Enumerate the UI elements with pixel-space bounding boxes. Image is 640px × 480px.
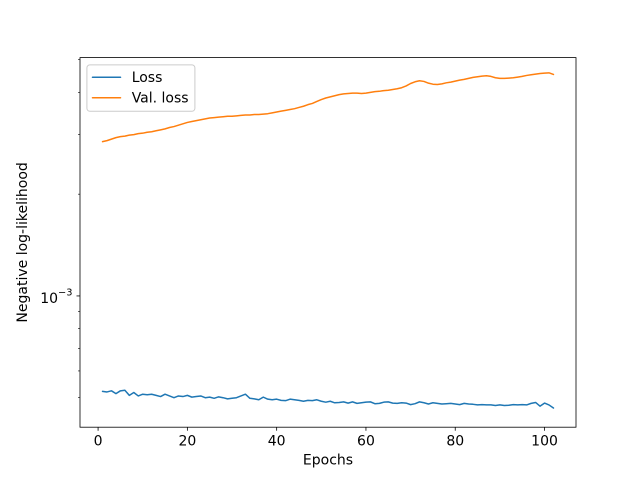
x-tick-label: 80 [446,434,464,450]
x-tick-label: 100 [531,434,558,450]
y-tick-label: 10−3 [40,288,72,308]
axes-spines [79,57,577,428]
x-tick-label: 20 [178,434,196,450]
x-tick-label: 0 [94,434,103,450]
plot-line-val-loss [101,72,555,143]
legend-label: Loss [132,70,163,86]
x-axis-label: Epochs [303,453,353,469]
legend-label: Val. loss [132,91,189,107]
y-axis-label: Negative log-likelihood [15,162,31,322]
plot-line-loss [101,389,555,409]
x-tick-label: 40 [268,434,286,450]
x-tick-label: 60 [357,434,375,450]
